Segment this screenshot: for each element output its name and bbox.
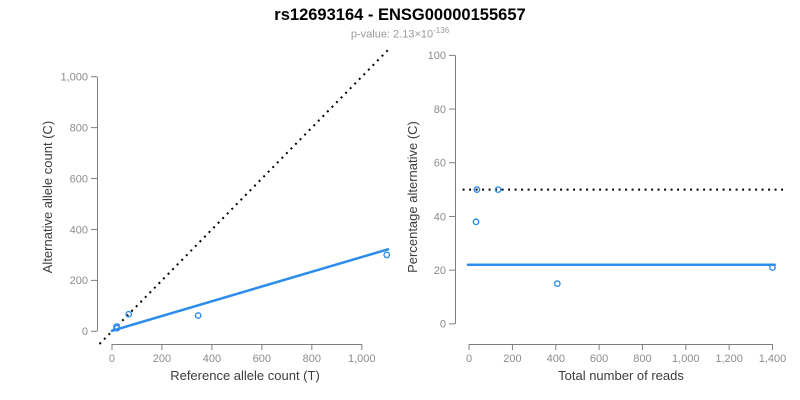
data-point [769,264,776,271]
x-axis-title: Total number of reads [558,368,684,383]
y-tick-label: 200 [70,275,88,287]
x-tick-label: 600 [253,353,271,365]
y-tick-label: 80 [434,104,446,116]
data-point [383,251,391,259]
x-tick-label: 200 [503,353,521,365]
x-tick-label: 400 [203,353,221,365]
data-point [472,218,480,226]
y-tick-label: 40 [434,211,446,223]
y-tick-label: 0 [82,326,88,338]
x-tick-label: 800 [633,353,651,365]
x-tick-label: 600 [590,353,608,365]
y-tick-label: 20 [434,265,446,277]
pvalue-exponent: -136 [433,26,450,35]
data-point [113,324,121,332]
data-point [553,280,561,287]
x-tick-label: 800 [303,353,321,365]
y-tick-label: 100 [428,50,446,62]
y-tick-label: 400 [70,224,88,236]
data-point [194,312,202,319]
right-plot: 0 200 400 600 800 1,000 1,200 1,400 0 20 40 60 80 100… [405,50,786,383]
figure-title: rs12693164 - ENSG00000155657 [274,6,526,24]
pvalue-text: p-value: 2.13×10 [350,28,434,41]
y-tick-label: 60 [434,158,446,170]
x-tick-label: 1,200 [715,353,743,365]
x-tick-label: 0 [466,353,472,365]
data-point [494,186,502,194]
y-tick-label: 600 [70,173,88,185]
x-axis-title: Reference allele count (T) [170,368,320,383]
x-tick-label: 1,400 [759,353,787,365]
identity-line [98,49,389,345]
y-tick-label: 0 [440,319,446,331]
left-plot: 0 200 400 600 800 1,000 0 200 400 600 800 1,000 Refe… [40,49,391,383]
fit-line [110,248,390,333]
x-tick-label: 1,000 [348,353,376,365]
data-point [473,186,481,194]
y-axis-title: Alternative allele count (C) [40,121,55,273]
figure-subtitle: p-value: 2.13×10-136 [0,26,800,41]
y-tick-label: 800 [70,122,88,134]
y-tick-label: 1,000 [60,72,88,84]
y-axis-title: Percentage alternative (C) [405,121,420,273]
x-tick-label: 200 [153,353,171,365]
x-tick-label: 1,000 [672,353,700,365]
x-tick-label: 0 [109,353,115,365]
data-point [125,310,133,318]
x-tick-label: 400 [547,353,565,365]
